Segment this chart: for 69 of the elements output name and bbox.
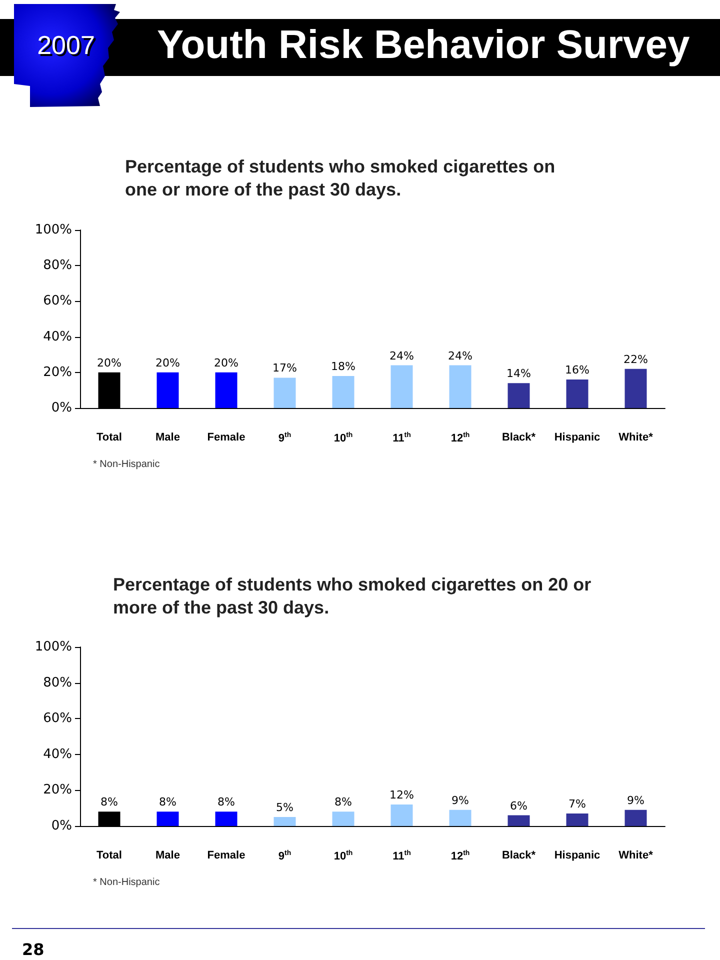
text: Youth Risk Behavior Survey — [157, 23, 690, 68]
x-tick-label: Black* — [502, 432, 536, 444]
bar — [449, 365, 472, 408]
bar — [332, 376, 354, 408]
data-label: 5% — [276, 801, 294, 814]
data-label: 18% — [331, 360, 356, 373]
y-tick-label: 40% — [43, 329, 72, 344]
x-tick-label: White* — [618, 850, 654, 862]
data-label: 16% — [565, 364, 590, 377]
x-tick-label: Female — [207, 850, 246, 862]
data-label: 20% — [214, 356, 238, 370]
data-label: 20% — [97, 356, 122, 370]
data-label: 22% — [624, 352, 648, 366]
y-tick-label: 20% — [43, 364, 72, 380]
data-label: 6% — [510, 799, 528, 812]
bar — [332, 812, 354, 826]
data-label: 7% — [568, 797, 586, 810]
x-tick-label: Hispanic — [554, 850, 600, 862]
y-tick-label: 60% — [43, 711, 72, 726]
x-tick-label: Male — [156, 432, 180, 444]
y-tick-label: 0% — [51, 818, 72, 834]
bar — [156, 812, 179, 826]
bar — [566, 813, 588, 826]
text: 28 — [22, 940, 44, 959]
data-label: 8% — [159, 796, 176, 809]
data-label: 17% — [272, 362, 297, 375]
y-tick-label: 100% — [34, 640, 72, 654]
bar — [274, 378, 296, 408]
data-label: 14% — [506, 367, 531, 380]
bar — [449, 810, 472, 826]
x-tick-label: White* — [618, 432, 654, 444]
x-tick-label: Female — [207, 432, 246, 444]
text: * Non-Hispanic — [93, 459, 160, 470]
bar — [624, 368, 647, 408]
y-tick-label: 100% — [34, 222, 72, 238]
bar — [215, 372, 238, 408]
x-tick-label: Hispanic — [554, 432, 600, 444]
bar — [390, 804, 413, 826]
bar — [508, 815, 530, 826]
data-label: 9% — [627, 794, 644, 807]
x-tick-label: Black* — [502, 850, 536, 862]
chart-title: Percentage of students who smoked cigarettes on 20 or more of the past 30 days. — [113, 574, 596, 618]
y-tick-label: 40% — [43, 746, 72, 762]
y-tick-label: 80% — [43, 258, 72, 274]
x-tick-label: Total — [96, 432, 122, 444]
data-label: 9% — [452, 794, 469, 807]
bar — [390, 365, 413, 408]
y-tick-label: 0% — [51, 400, 72, 416]
x-tick-label: Total — [96, 850, 122, 862]
text: * Non-Hispanic — [93, 877, 160, 888]
chart-title: Percentage of students who smoked cigarettes on one or more of the past 30 days. — [125, 156, 560, 200]
data-label: 24% — [390, 349, 414, 362]
bar — [624, 810, 647, 826]
data-label: 12% — [390, 788, 414, 802]
bar — [566, 380, 588, 408]
bar — [156, 372, 179, 408]
data-label: 8% — [100, 796, 118, 809]
y-tick-label: 20% — [43, 782, 72, 798]
x-tick-label: Male — [156, 850, 180, 862]
data-label: 20% — [156, 356, 180, 370]
text: 2007 — [36, 30, 96, 61]
data-label: 8% — [218, 796, 235, 809]
bar — [215, 812, 238, 826]
y-tick-label: 60% — [43, 294, 72, 309]
bar — [274, 817, 296, 826]
bar — [508, 383, 530, 408]
data-label: 24% — [448, 349, 472, 362]
data-label: 8% — [334, 796, 352, 809]
y-tick-label: 80% — [43, 675, 72, 690]
